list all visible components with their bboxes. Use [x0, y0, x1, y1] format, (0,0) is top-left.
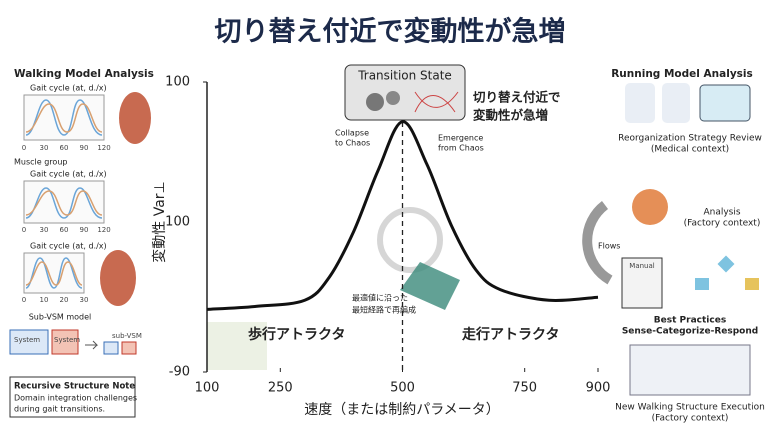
caption: (Medical context) — [651, 145, 729, 155]
system-label: System — [14, 336, 40, 344]
mini-curve — [25, 261, 83, 286]
sub-vsm-label: sub-VSM — [112, 332, 142, 340]
gear-icon — [366, 93, 384, 111]
mini-curve — [25, 99, 103, 136]
mini-tick-label: 0 — [22, 296, 26, 304]
runner-icon — [632, 189, 668, 225]
caption: Sense-Categorize-Respond — [622, 327, 758, 337]
landscape-icon — [400, 262, 460, 310]
mini-tick-label: 30 — [40, 226, 49, 234]
chaos-icon — [414, 91, 459, 113]
callout: 切り替え付近で — [473, 90, 561, 105]
caption: New Walking Structure Execution — [615, 403, 765, 413]
doctor-icon — [662, 83, 690, 123]
collapse-label: to Chaos — [335, 139, 370, 148]
panel-title: Running Model Analysis — [611, 68, 753, 80]
mini-tick-label: 60 — [60, 226, 69, 234]
transition-label: Transition State — [357, 69, 452, 83]
mini-tick-label: 30 — [40, 144, 49, 152]
system-box — [51, 329, 79, 355]
x-tick-label: 250 — [268, 381, 293, 396]
run-attractor: 走行アトラクタ — [462, 326, 559, 343]
caption: (Factory context) — [684, 219, 761, 229]
x-tick-label: 900 — [586, 381, 611, 396]
system-box — [9, 329, 49, 355]
factory-icon — [629, 344, 751, 396]
y-axis-label: 変動性 Var⊥ — [151, 181, 168, 262]
group-label: Muscle group — [14, 158, 67, 167]
system-label: System — [54, 336, 80, 344]
collapse-label: Collapse — [335, 129, 369, 138]
sub-box — [121, 341, 137, 355]
emergence-label: from Chaos — [438, 144, 484, 153]
mini-tick-label: 90 — [80, 144, 89, 152]
chart: -90 100 100 250 500 750 900 — [165, 75, 610, 396]
mini-tick-label: 90 — [80, 226, 89, 234]
mini-tick-label: 60 — [60, 144, 69, 152]
curve — [206, 120, 599, 311]
note-title: Recursive Structure Note — [14, 382, 135, 392]
y-tick-label: -90 — [169, 365, 190, 380]
mini-tick-label: 0 — [22, 226, 26, 234]
mini-tick-label: 10 — [40, 296, 49, 304]
flows-label: Flows — [598, 242, 620, 251]
muscle-figure — [119, 92, 151, 144]
muscle-figure — [100, 250, 136, 306]
mini-tick-label: 20 — [60, 296, 69, 304]
doctor-icon — [625, 83, 655, 123]
mini-tick-label: 30 — [80, 296, 89, 304]
mini-tick-label: 120 — [97, 144, 110, 152]
flow-arrow — [582, 201, 613, 285]
plot-label: Gait cycle (at, d./x) — [30, 242, 107, 251]
diamond — [717, 255, 735, 273]
mini-ticks: 0 30 60 90 120 0 30 60 90 120 0 10 20 30 — [22, 144, 111, 304]
vsm-title: Sub-VSM model — [29, 313, 92, 322]
plot-label: Gait cycle (at, d./x) — [30, 170, 107, 179]
caption: Reorganization Strategy Review — [618, 134, 762, 144]
x-tick-label: 750 — [512, 381, 537, 396]
note-line: Domain integration challenges — [14, 394, 137, 403]
note-line: during gait transitions. — [14, 405, 105, 414]
mini-tick-label: 120 — [97, 226, 110, 234]
vortex — [377, 207, 443, 273]
manual-label: Manual — [629, 262, 654, 270]
note-box — [9, 376, 136, 418]
arrow — [85, 340, 99, 350]
walker-icon — [207, 322, 267, 370]
caption: (Factory context) — [652, 414, 729, 424]
sub-box — [103, 341, 119, 355]
x-tick-label: 500 — [390, 381, 415, 396]
panel-title: Walking Model Analysis — [14, 68, 154, 80]
y-tick-label: 100 — [165, 215, 190, 230]
x-axis-label: 速度（または制約パラメータ） — [304, 402, 500, 418]
mini-curve — [25, 187, 103, 219]
y-tick-label: 100 — [165, 75, 190, 90]
node — [745, 278, 759, 290]
walk-attractor: 歩行アトラクタ — [248, 326, 345, 343]
monitor-icon — [699, 84, 751, 122]
path-note: 最短経路で再編成 — [352, 305, 416, 315]
node — [695, 278, 709, 290]
caption: Best Practices — [654, 316, 726, 326]
gear-icon — [386, 91, 400, 105]
mini-curve — [25, 190, 103, 216]
manual-icon — [621, 257, 663, 309]
emergence-label: Emergence — [438, 134, 483, 143]
mini-tick-label: 0 — [22, 144, 26, 152]
page-title: 切り替え付近で変動性が急増 — [215, 16, 566, 48]
x-tick-label: 100 — [195, 381, 220, 396]
right-panel: Running Model Analysis Reorganization St… — [582, 68, 765, 424]
callout: 変動性が急増 — [473, 108, 548, 123]
left-panel: Walking Model Analysis Gait cycle (at, d… — [9, 68, 154, 418]
path-note: 最適値に沿った — [352, 293, 408, 303]
mini-curve — [25, 103, 103, 133]
plot-label: Gait cycle (at, d./x) — [30, 84, 107, 93]
caption: Analysis — [703, 208, 740, 218]
